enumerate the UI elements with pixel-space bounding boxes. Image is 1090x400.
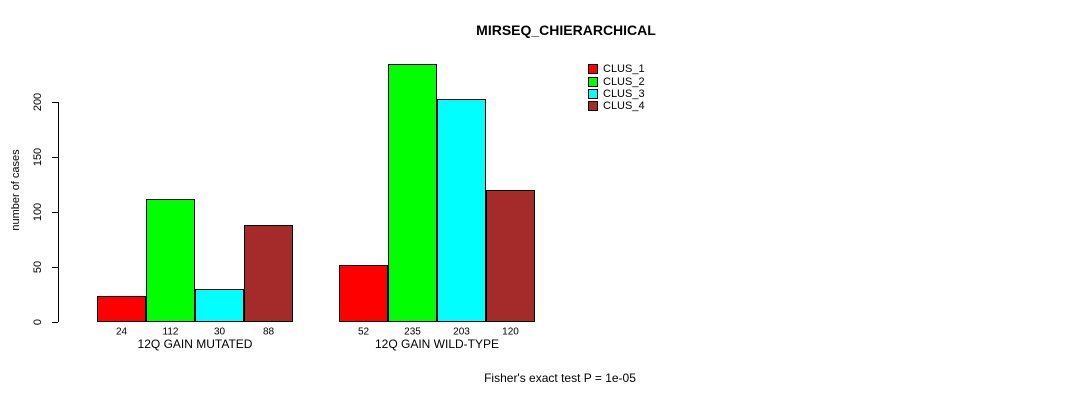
legend-row: CLUS_1 [588, 63, 645, 75]
category-label: 12Q GAIN WILD-TYPE [374, 337, 500, 351]
y-tick-label: 200 [32, 92, 44, 112]
y-axis-line [58, 102, 59, 322]
bar-value-label: 112 [162, 326, 179, 338]
legend-label: CLUS_1 [603, 63, 645, 76]
y-tick-mark [52, 211, 58, 213]
legend-row: CLUS_3 [588, 88, 645, 100]
legend-row: CLUS_4 [588, 100, 645, 112]
bar-clus_4 [244, 225, 293, 322]
bar-clus_2 [388, 63, 437, 322]
annotation-text: Fisher's exact test P = 1e-05 [484, 371, 636, 385]
chart-title: MIRSEQ_CHIERARCHICAL [476, 22, 656, 38]
bar-clus_4 [486, 190, 535, 322]
bar-clus_3 [437, 98, 486, 322]
y-tick-label: 100 [32, 202, 44, 222]
bar-value-label: 235 [404, 326, 421, 338]
legend: CLUS_1 CLUS_2 CLUS_3 CLUS_4 [588, 63, 645, 113]
category-label: 12Q GAIN MUTATED [137, 337, 253, 351]
y-tick-label: 0 [32, 318, 44, 326]
legend-swatch [588, 76, 598, 87]
y-tick-label: 50 [32, 260, 44, 274]
y-tick-mark [52, 266, 58, 268]
legend-swatch [588, 101, 598, 112]
legend-row: CLUS_2 [588, 75, 645, 88]
bar-value-label: 120 [502, 326, 519, 338]
legend-label: CLUS_3 [603, 87, 645, 100]
bar-value-label: 24 [115, 326, 128, 338]
legend-label: CLUS_4 [603, 100, 645, 113]
bar-value-label: 30 [213, 326, 226, 338]
y-axis-title: number of cases [10, 149, 22, 231]
y-tick-mark [52, 321, 58, 323]
bar-clus_3 [195, 289, 244, 322]
y-tick-mark [52, 101, 58, 103]
y-tick-label: 150 [32, 147, 44, 167]
legend-label: CLUS_2 [603, 75, 645, 88]
bar-clus_1 [339, 264, 388, 322]
bar-value-label: 203 [453, 326, 470, 338]
bar-value-label: 88 [262, 326, 275, 338]
y-tick-mark [52, 156, 58, 158]
bar-value-label: 52 [357, 326, 370, 338]
legend-swatch [588, 64, 598, 75]
bar-clus_2 [146, 198, 195, 322]
legend-swatch [588, 88, 598, 99]
bar-clus_1 [97, 295, 146, 322]
